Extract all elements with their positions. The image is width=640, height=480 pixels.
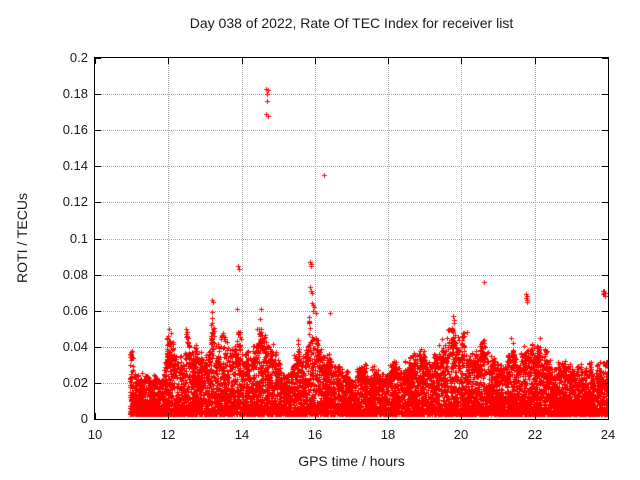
- x-tick-mark: [535, 413, 536, 419]
- y-tick-mark-right: [602, 347, 608, 348]
- y-tick-label: 0.14: [62, 158, 88, 173]
- x-tick-label: 24: [600, 427, 616, 442]
- y-tick-mark-right: [602, 94, 608, 95]
- y-tick-label: 0.1: [69, 231, 88, 246]
- x-tick-mark-top: [95, 58, 96, 64]
- y-tick-mark-right: [602, 311, 608, 312]
- x-tick-label: 12: [160, 427, 176, 442]
- y-tick-label: 0.12: [62, 194, 88, 209]
- y-tick-mark-right: [602, 58, 608, 59]
- x-tick-mark-top: [242, 58, 243, 64]
- x-tick-mark: [242, 413, 243, 419]
- plot-area: [94, 57, 609, 420]
- x-tick-label: 20: [453, 427, 469, 442]
- x-tick-mark-top: [535, 58, 536, 64]
- x-tick-label: 14: [234, 427, 250, 442]
- y-tick-label: 0.06: [62, 303, 88, 318]
- y-tick-mark: [95, 383, 101, 384]
- y-tick-label: 0.2: [69, 50, 88, 65]
- x-tick-mark: [461, 413, 462, 419]
- y-tick-mark-right: [602, 166, 608, 167]
- x-tick-mark-top: [315, 58, 316, 64]
- y-tick-mark: [95, 94, 101, 95]
- y-tick-mark: [95, 419, 101, 420]
- y-tick-mark: [95, 58, 101, 59]
- y-tick-mark: [95, 239, 101, 240]
- y-tick-label: 0.08: [62, 267, 88, 282]
- y-tick-mark: [95, 202, 101, 203]
- y-tick-mark-right: [602, 275, 608, 276]
- y-tick-label: 0.02: [62, 375, 88, 390]
- y-tick-mark-right: [602, 130, 608, 131]
- y-tick-mark: [95, 166, 101, 167]
- y-tick-label: 0.16: [62, 122, 88, 137]
- x-tick-mark: [388, 413, 389, 419]
- x-tick-label: 18: [380, 427, 396, 442]
- x-tick-mark: [608, 413, 609, 419]
- x-tick-mark: [315, 413, 316, 419]
- y-tick-label: 0.18: [62, 86, 88, 101]
- y-tick-mark-right: [602, 202, 608, 203]
- x-axis-label: GPS time / hours: [298, 453, 405, 469]
- chart-title: Day 038 of 2022, Rate Of TEC Index for r…: [189, 15, 514, 31]
- y-tick-mark-right: [602, 419, 608, 420]
- y-tick-mark-right: [602, 239, 608, 240]
- y-tick-label: 0.04: [62, 339, 88, 354]
- x-tick-mark-top: [168, 58, 169, 64]
- x-tick-mark-top: [461, 58, 462, 64]
- y-tick-label: 0: [80, 411, 88, 426]
- x-tick-label: 16: [307, 427, 323, 442]
- x-tick-label: 22: [527, 427, 543, 442]
- x-tick-label: 10: [87, 427, 103, 442]
- y-tick-mark: [95, 275, 101, 276]
- scatter-points-canvas: [95, 58, 608, 419]
- x-tick-mark: [95, 413, 96, 419]
- y-tick-mark: [95, 347, 101, 348]
- y-tick-mark: [95, 130, 101, 131]
- x-tick-mark: [168, 413, 169, 419]
- x-tick-mark-top: [388, 58, 389, 64]
- x-tick-mark-top: [608, 58, 609, 64]
- y-tick-mark-right: [602, 383, 608, 384]
- y-tick-mark: [95, 311, 101, 312]
